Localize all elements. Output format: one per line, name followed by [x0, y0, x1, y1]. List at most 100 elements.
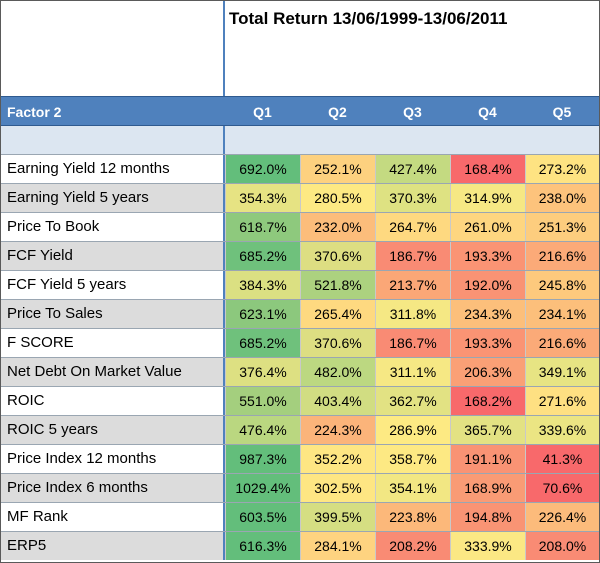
table-cell-q2[interactable]: 280.5% — [300, 184, 375, 212]
header-q1: Q1 — [253, 104, 272, 120]
table-cell-q4[interactable]: 234.3% — [450, 300, 525, 328]
table-cell-q5[interactable]: 339.6% — [525, 416, 599, 444]
header-factor-label: Factor 2 — [7, 104, 62, 120]
column-divider — [223, 358, 225, 386]
header-q5: Q5 — [552, 104, 572, 120]
table-cell-q1[interactable]: 987.3% — [225, 445, 300, 473]
table-cell-q3[interactable]: 311.8% — [375, 300, 450, 328]
table-cell-q5[interactable]: 226.4% — [525, 503, 599, 531]
row-label: Earning Yield 12 months — [1, 155, 223, 183]
table-title: Total Return 13/06/1999-13/06/2011 — [229, 9, 508, 28]
table-cell-q1[interactable]: 618.7% — [225, 213, 300, 241]
table-row[interactable]: Price To Sales 623.1% 265.4% 311.8% 234.3% 23… — [1, 299, 599, 328]
table-cell-q5[interactable]: 208.0% — [525, 532, 599, 560]
table-cell-q1[interactable]: 685.2% — [225, 329, 300, 357]
table-row[interactable]: Earning Yield 5 years 354.3% 280.5% 370.3% 3… — [1, 183, 599, 212]
table-cell-q3[interactable]: 311.1% — [375, 358, 450, 386]
table-cell-q4[interactable]: 206.3% — [450, 358, 525, 386]
table-row[interactable]: FCF Yield 5 years 384.3% 521.8% 213.7% 192.0… — [1, 270, 599, 299]
table-cell-q3[interactable]: 186.7% — [375, 242, 450, 270]
table-cell-q4[interactable]: 191.1% — [450, 445, 525, 473]
table-cell-q4[interactable]: 314.9% — [450, 184, 525, 212]
table-cell-q3[interactable]: 186.7% — [375, 329, 450, 357]
table-cell-q1[interactable]: 476.4% — [225, 416, 300, 444]
table-cell-q1[interactable]: 551.0% — [225, 387, 300, 415]
table-cell-q5[interactable]: 216.6% — [525, 242, 599, 270]
table-cell-q5[interactable]: 41.3% — [525, 445, 599, 473]
table-cell-q1[interactable]: 623.1% — [225, 300, 300, 328]
table-cell-q5[interactable]: 238.0% — [525, 184, 599, 212]
table-cell-q3[interactable]: 223.8% — [375, 503, 450, 531]
column-divider — [223, 300, 225, 328]
table-cell-q3[interactable]: 427.4% — [375, 155, 450, 183]
table-row[interactable]: ROIC 5 years 476.4% 224.3% 286.9% 365.7% 339.… — [1, 415, 599, 444]
table-cell-q3[interactable]: 286.9% — [375, 416, 450, 444]
table-row[interactable]: ERP5 616.3% 284.1% 208.2% 333.9% 208.0% — [1, 531, 599, 560]
table-cell-q4[interactable]: 168.2% — [450, 387, 525, 415]
table-cell-q5[interactable]: 349.1% — [525, 358, 599, 386]
table-row[interactable]: F SCORE 685.2% 370.6% 186.7% 193.3% 216.6% — [1, 328, 599, 357]
table-row[interactable]: MF Rank 603.5% 399.5% 223.8% 194.8% 226.4% — [1, 502, 599, 531]
table-cell-q4[interactable]: 168.9% — [450, 474, 525, 502]
table-cell-q4[interactable]: 261.0% — [450, 213, 525, 241]
table-cell-q2[interactable]: 482.0% — [300, 358, 375, 386]
table-cell-q1[interactable]: 603.5% — [225, 503, 300, 531]
table-cell-q3[interactable]: 370.3% — [375, 184, 450, 212]
table-cell-q3[interactable]: 264.7% — [375, 213, 450, 241]
table-cell-q5[interactable]: 251.3% — [525, 213, 599, 241]
table-cell-q5[interactable]: 234.1% — [525, 300, 599, 328]
table-cell-q1[interactable]: 1029.4% — [225, 474, 300, 502]
table-row[interactable]: Earning Yield 12 months 692.0% 252.1% 427.4… — [1, 154, 599, 183]
table-cell-q4[interactable]: 193.3% — [450, 329, 525, 357]
table-cell-q1[interactable]: 685.2% — [225, 242, 300, 270]
table-cell-q4[interactable]: 168.4% — [450, 155, 525, 183]
table-cell-q4[interactable]: 192.0% — [450, 271, 525, 299]
table-row[interactable]: ROIC 551.0% 403.4% 362.7% 168.2% 271.6% — [1, 386, 599, 415]
table-cell-q3[interactable]: 213.7% — [375, 271, 450, 299]
table-cell-q4[interactable]: 194.8% — [450, 503, 525, 531]
table-cell-q4[interactable]: 365.7% — [450, 416, 525, 444]
table-cell-q5[interactable]: 216.6% — [525, 329, 599, 357]
table-cell-q3[interactable]: 358.7% — [375, 445, 450, 473]
table-cell-q2[interactable]: 232.0% — [300, 213, 375, 241]
table-row[interactable]: Net Debt On Market Value 376.4% 482.0% 311.… — [1, 357, 599, 386]
row-label: FCF Yield 5 years — [1, 271, 223, 299]
table-row[interactable]: Price To Book 618.7% 232.0% 264.7% 261.0% 251… — [1, 212, 599, 241]
table-cell-q2[interactable]: 252.1% — [300, 155, 375, 183]
table-cell-q1[interactable]: 616.3% — [225, 532, 300, 560]
table-cell-q2[interactable]: 265.4% — [300, 300, 375, 328]
column-divider — [223, 213, 225, 241]
column-divider — [223, 155, 225, 183]
table-row[interactable]: Price Index 12 months 987.3% 352.2% 358.7% 1… — [1, 444, 599, 473]
table-cell-q4[interactable]: 193.3% — [450, 242, 525, 270]
table-cell-q1[interactable]: 376.4% — [225, 358, 300, 386]
table-cell-q2[interactable]: 352.2% — [300, 445, 375, 473]
header-q4: Q4 — [478, 104, 497, 120]
table-cell-q5[interactable]: 70.6% — [525, 474, 599, 502]
table-cell-q2[interactable]: 399.5% — [300, 503, 375, 531]
table-cell-q2[interactable]: 403.4% — [300, 387, 375, 415]
table-cell-q2[interactable]: 224.3% — [300, 416, 375, 444]
table-cell-q1[interactable]: 384.3% — [225, 271, 300, 299]
table-cell-q1[interactable]: 354.3% — [225, 184, 300, 212]
table-cell-q5[interactable]: 245.8% — [525, 271, 599, 299]
table-cell-q2[interactable]: 370.6% — [300, 242, 375, 270]
column-divider — [223, 416, 225, 444]
table-cell-q1[interactable]: 692.0% — [225, 155, 300, 183]
table-cell-q4[interactable]: 333.9% — [450, 532, 525, 560]
table-cell-q5[interactable]: 273.2% — [525, 155, 599, 183]
table-cell-q3[interactable]: 208.2% — [375, 532, 450, 560]
table-cell-q2[interactable]: 302.5% — [300, 474, 375, 502]
table-cell-q2[interactable]: 284.1% — [300, 532, 375, 560]
table-cell-q2[interactable]: 521.8% — [300, 271, 375, 299]
table-row[interactable]: FCF Yield 685.2% 370.6% 186.7% 193.3% 216.6% — [1, 241, 599, 270]
table-cell-q2[interactable]: 370.6% — [300, 329, 375, 357]
table-cell-q3[interactable]: 354.1% — [375, 474, 450, 502]
table-cell-q5[interactable]: 271.6% — [525, 387, 599, 415]
table-row[interactable]: Price Index 6 months 1029.4% 302.5% 354.1% 1… — [1, 473, 599, 502]
column-divider — [223, 242, 225, 270]
table-cell-q3[interactable]: 362.7% — [375, 387, 450, 415]
row-label: Price To Sales — [1, 300, 223, 328]
column-divider — [223, 532, 225, 560]
